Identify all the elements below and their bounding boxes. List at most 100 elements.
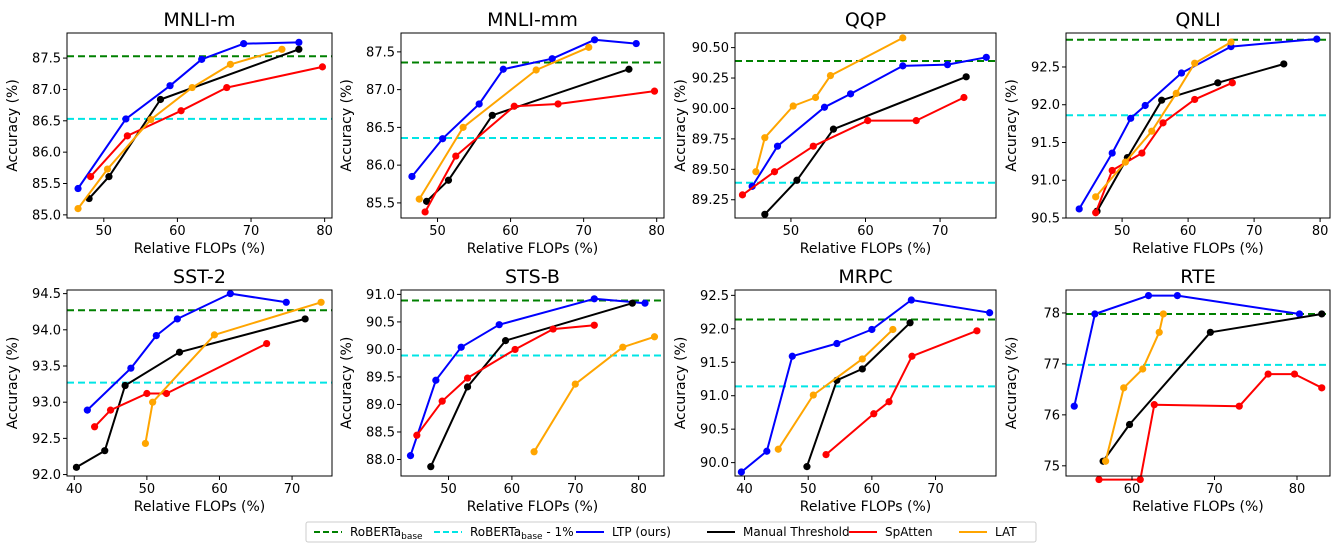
series-line xyxy=(1073,294,1300,407)
y-tick-label: 86.0 xyxy=(366,159,395,174)
data-point xyxy=(1227,38,1235,46)
data-point xyxy=(1136,475,1144,484)
legend-label: LTP (ours) xyxy=(612,525,671,539)
data-point xyxy=(499,65,507,73)
data-point xyxy=(415,195,423,203)
x-tick-label: 50 xyxy=(800,482,817,497)
series-line xyxy=(777,328,894,450)
data-point xyxy=(752,168,760,176)
x-tick-label: 70 xyxy=(1206,482,1223,497)
series-spatten xyxy=(90,339,271,431)
y-axis-label: Accuracy (%) xyxy=(1004,337,1020,430)
data-point xyxy=(1125,420,1134,429)
y-tick-label: 85.0 xyxy=(32,208,61,223)
chart-title: STS-B xyxy=(505,266,560,288)
data-point xyxy=(571,380,579,388)
series-manual-threshold xyxy=(1099,310,1326,465)
data-point xyxy=(149,398,157,406)
y-axis-label: Accuracy (%) xyxy=(339,79,355,172)
data-point xyxy=(912,117,920,125)
legend-label-sub: base xyxy=(521,532,543,542)
y-axis-label: Accuracy (%) xyxy=(339,337,355,430)
legend-label-main: RoBERTa xyxy=(350,525,401,539)
data-point xyxy=(788,352,796,360)
y-tick-label: 89.50 xyxy=(692,163,729,178)
x-tick-label: 60 xyxy=(1124,482,1141,497)
y-tick-label: 85.5 xyxy=(366,196,395,211)
legend: RoBERTabase RoBERTabase - 1% LTP (ours) Man… xyxy=(305,521,1037,543)
data-point xyxy=(317,298,325,306)
y-tick-label: 86.5 xyxy=(366,121,395,136)
x-tick-label: 60 xyxy=(502,224,519,239)
data-point xyxy=(210,331,218,339)
y-tick-label: 91.0 xyxy=(700,389,729,404)
legend-item-5: SpAtten xyxy=(849,525,933,539)
series-line xyxy=(75,317,306,469)
data-point xyxy=(1280,60,1288,68)
series-manual-threshold xyxy=(422,65,633,205)
chart-sst-2: SST-2 92.0 92.5 93.0 93.5 94.0 94.5 40 50 60 70 Rel… xyxy=(5,266,333,515)
data-point xyxy=(809,391,817,399)
chart-qqp: QQP 89.25 89.50 89.75 90.00 90.25 90.50 50 60 70R… xyxy=(673,9,997,257)
series-manual-threshold xyxy=(761,73,970,218)
series-line xyxy=(86,292,287,411)
y-tick-label: 75 xyxy=(1043,459,1060,474)
series-line xyxy=(77,48,283,210)
data-point xyxy=(459,123,467,131)
data-point xyxy=(590,36,599,44)
y-tick-label: 88.0 xyxy=(366,453,395,468)
series-spatten xyxy=(1095,370,1326,484)
data-point xyxy=(432,376,440,384)
y-tick-label: 92.5 xyxy=(32,432,61,447)
y-tick-label: 92.0 xyxy=(1031,98,1060,113)
data-point xyxy=(822,450,830,459)
data-point xyxy=(83,406,91,414)
chart-title: QNLI xyxy=(1175,9,1220,31)
y-tick-label: 92.0 xyxy=(700,322,729,337)
legend-label: SpAtten xyxy=(885,525,933,539)
data-point xyxy=(826,71,835,80)
data-point xyxy=(438,397,446,405)
y-tick-label: 90.25 xyxy=(692,72,729,87)
plot-frame xyxy=(66,32,333,219)
series-line xyxy=(754,37,904,172)
data-point xyxy=(548,55,556,63)
series-line xyxy=(424,90,655,213)
x-tick-label: 80 xyxy=(316,224,333,239)
data-point xyxy=(1075,205,1083,213)
data-point xyxy=(1144,292,1153,300)
data-point xyxy=(457,343,465,351)
y-tick-label: 87.0 xyxy=(32,83,61,98)
data-point xyxy=(318,63,327,71)
series-lat xyxy=(141,298,325,448)
data-point xyxy=(278,45,286,53)
data-point xyxy=(427,463,435,471)
y-axis-label: Accuracy (%) xyxy=(5,79,21,172)
x-tick-label: 50 xyxy=(783,224,800,239)
data-point xyxy=(1108,166,1116,175)
x-tick-label: 60 xyxy=(1180,224,1197,239)
y-tick-label: 89.5 xyxy=(366,370,395,385)
data-point xyxy=(1214,79,1222,87)
data-point xyxy=(763,447,771,455)
y-tick-label: 86.5 xyxy=(32,114,61,129)
series-spatten xyxy=(413,321,598,439)
data-point xyxy=(86,173,95,181)
series-lat xyxy=(530,333,659,456)
data-point xyxy=(72,463,81,471)
data-point xyxy=(650,333,659,341)
data-point xyxy=(408,172,416,181)
data-point xyxy=(641,299,649,307)
data-point xyxy=(463,374,472,382)
x-tick-label: 40 xyxy=(736,482,753,497)
data-point xyxy=(1159,310,1167,318)
chart-mrpc: MRPC 90.0 90.5 91.0 91.5 92.0 92.5 40 50 60 70 Rela… xyxy=(673,266,997,515)
series-line xyxy=(825,329,978,456)
x-tick-label: 70 xyxy=(1246,224,1263,239)
data-point xyxy=(198,55,206,63)
data-point xyxy=(103,165,112,173)
data-point xyxy=(1092,193,1100,201)
data-point xyxy=(737,468,745,476)
y-tick-label: 91.0 xyxy=(1031,174,1060,189)
data-point xyxy=(761,210,769,218)
